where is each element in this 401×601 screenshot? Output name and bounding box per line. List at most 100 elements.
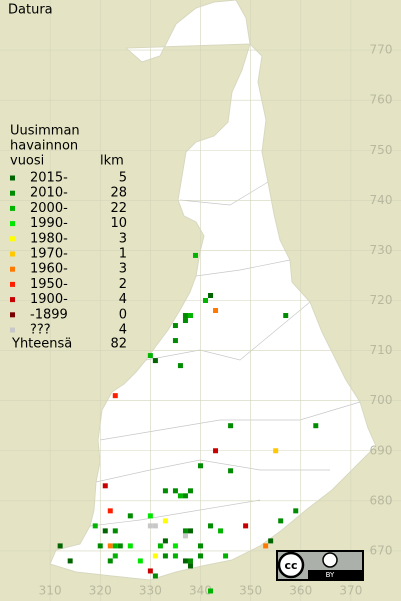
legend-swatch — [10, 266, 15, 272]
x-tick-label: 370 — [339, 584, 362, 598]
observation-square — [57, 543, 63, 549]
x-tick-label: 320 — [89, 584, 112, 598]
observation-square — [187, 313, 193, 319]
observation-square — [223, 553, 229, 559]
observation-square — [218, 528, 224, 534]
legend-swatch — [10, 236, 15, 242]
cc-icon — [277, 551, 305, 579]
observation-square — [127, 543, 133, 549]
observation-square — [228, 423, 234, 429]
observation-square — [278, 518, 284, 524]
observation-square — [208, 523, 214, 529]
by-icon — [322, 552, 338, 568]
y-tick-label: 770 — [370, 43, 393, 57]
observation-square — [187, 488, 193, 494]
y-tick-label: 720 — [370, 293, 393, 307]
legend-label: 1960- — [30, 262, 68, 277]
observation-square — [112, 543, 118, 549]
observation-square — [67, 558, 73, 564]
observation-square — [198, 553, 203, 559]
legend-count: 2 — [119, 277, 127, 292]
legend-total-label: Yhteensä — [11, 337, 72, 352]
observation-square — [293, 508, 299, 514]
legend-swatch — [10, 251, 15, 257]
legend-count: 10 — [110, 216, 127, 231]
legend-label: 1980- — [30, 231, 68, 246]
legend-header: Uusimman — [10, 124, 80, 139]
observation-square — [92, 523, 98, 529]
legend-swatch — [10, 281, 15, 287]
y-tick-label: 730 — [370, 243, 393, 257]
legend-label: 1900- — [30, 292, 68, 307]
legend-label: 1950- — [30, 277, 68, 292]
observation-square — [107, 508, 113, 514]
observation-square — [182, 313, 188, 319]
legend-count: 5 — [119, 171, 127, 186]
observation-square — [187, 563, 193, 569]
by-text: BY — [326, 571, 335, 579]
observation-square — [112, 528, 118, 534]
legend-header: havainnon — [10, 139, 78, 154]
observation-square — [177, 493, 183, 499]
observation-square — [152, 573, 158, 579]
observation-square — [152, 358, 158, 364]
observation-square — [117, 543, 123, 549]
observation-square — [147, 568, 153, 574]
observation-square — [157, 543, 163, 549]
observation-square — [263, 543, 269, 549]
legend-count: 4 — [119, 292, 127, 307]
legend-count: 3 — [119, 231, 127, 246]
legend-label: ??? — [30, 323, 51, 338]
observation-square — [213, 308, 219, 314]
observation-square — [107, 543, 113, 549]
observation-square — [192, 252, 198, 258]
y-tick-label: 680 — [370, 493, 393, 507]
region-borders — [89, 181, 361, 527]
observation-square — [182, 528, 188, 534]
y-tick-label: 760 — [370, 93, 393, 107]
observation-square — [187, 558, 193, 564]
y-tick-label: 670 — [370, 543, 393, 557]
legend-swatch — [10, 327, 15, 333]
x-tick-label: 330 — [139, 584, 162, 598]
observation-square — [107, 558, 113, 564]
observation-square — [162, 553, 168, 559]
observation-square — [147, 353, 153, 359]
legend-label: -1899 — [30, 307, 68, 322]
x-tick-label: 350 — [239, 584, 262, 598]
observation-square — [162, 538, 168, 544]
observation-square — [268, 538, 274, 544]
cc-text: cc — [284, 559, 297, 572]
legend-count: 22 — [110, 201, 127, 216]
observation-square — [203, 298, 209, 303]
observation-square — [97, 543, 103, 549]
observation-square — [172, 488, 178, 494]
observation-square — [273, 448, 279, 454]
observation-square — [137, 558, 143, 564]
observations — [57, 252, 319, 594]
y-tick-label: 740 — [370, 193, 393, 207]
observation-square — [127, 513, 133, 519]
observation-square — [172, 543, 178, 549]
y-tick-label: 700 — [370, 393, 393, 407]
finland-outline — [49, 0, 377, 581]
legend-total: 82 — [110, 337, 127, 352]
legend-count: 0 — [119, 307, 127, 322]
observation-square — [162, 518, 168, 524]
observation-square — [313, 423, 319, 429]
observation-square — [172, 553, 178, 559]
observation-square — [228, 468, 234, 474]
title: Datura — [8, 3, 53, 18]
legend-swatch — [10, 205, 15, 211]
observation-square — [152, 553, 158, 559]
observation-square — [102, 483, 108, 489]
legend-swatch — [10, 312, 15, 318]
observation-square — [208, 292, 214, 298]
observation-square — [208, 588, 214, 594]
legend-swatch — [10, 190, 15, 196]
observation-square — [187, 528, 193, 534]
x-tick-label: 360 — [289, 584, 312, 598]
observation-square — [283, 313, 289, 319]
